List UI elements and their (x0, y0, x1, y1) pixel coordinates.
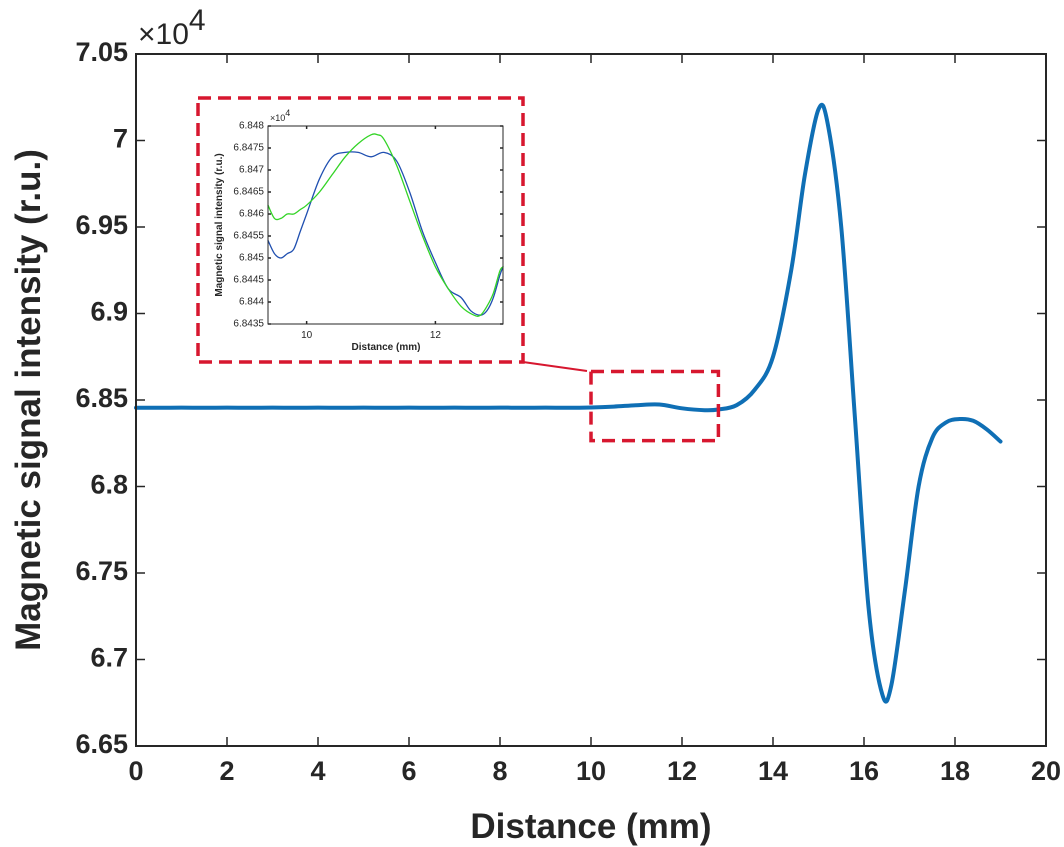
inset-dashed-border (196, 96, 525, 364)
y-tick-label: 6.9 (90, 297, 128, 327)
y-tick-label: 6.844 (239, 297, 264, 308)
x-tick-label: 16 (849, 756, 879, 786)
y-tick-label: 6.65 (75, 729, 128, 759)
x-tick-label: 10 (301, 330, 313, 341)
inset-y-exponent-power: 4 (285, 108, 290, 118)
y-exponent-power: 4 (189, 4, 206, 37)
y-tick-label: 6.847 (239, 165, 264, 176)
y-tick-label: 6.846 (239, 209, 264, 220)
y-tick-label: 6.75 (75, 556, 128, 586)
main-axis-ticks: 0 2 4 6 8 10 12 14 16 18 20 6.65 6.7 6.75 6.8 6.85 6.9 6.… (75, 37, 1061, 786)
inset-y-axis-title: Magnetic signal intensity (r.u.) (214, 153, 225, 296)
y-tick-label: 6.848 (239, 121, 264, 132)
y-tick-label: 6.8 (90, 470, 128, 500)
main-axes-frame (135, 53, 1047, 747)
y-tick-label: 6.95 (75, 210, 128, 240)
inset-panel: 10 12 6.8435 6.844 6.8445 6.845 6.8455 6.846 6.8… (196, 96, 525, 364)
y-tick-label: 7.05 (75, 37, 128, 67)
inset-x-axis-title: Distance (mm) (352, 342, 421, 353)
x-tick-label: 0 (128, 756, 143, 786)
x-tick-label: 20 (1031, 756, 1061, 786)
inset-y-exponent-base: ×10 (270, 113, 285, 123)
x-tick-label: 12 (667, 756, 697, 786)
main-series-group (134, 102, 1003, 704)
zoom-connector-line (522, 361, 588, 372)
y-tick-label: 6.8445 (233, 275, 264, 286)
x-tick-label: 6 (401, 756, 416, 786)
y-exponent-label: ×104 (138, 4, 206, 51)
x-tick-label: 2 (219, 756, 234, 786)
y-axis-title: Magnetic signal intensity (r.u.) (9, 149, 48, 651)
inset-axes-frame (267, 125, 504, 325)
inset-y-exponent-label: ×104 (270, 108, 290, 123)
main-series-line-1 (134, 102, 1003, 704)
y-tick-label: 6.8455 (233, 231, 264, 242)
y-tick-label: 6.85 (75, 383, 128, 413)
x-tick-label: 18 (940, 756, 970, 786)
x-tick-label: 12 (430, 330, 442, 341)
x-tick-label: 10 (576, 756, 606, 786)
y-tick-label: 6.8465 (233, 187, 264, 198)
inset-series-line-2 (267, 133, 504, 317)
main-plot: 0 2 4 6 8 10 12 14 16 18 20 6.65 6.7 6.75 6.8 6.85 6.9 6.… (9, 4, 1061, 846)
x-tick-label: 4 (310, 756, 325, 786)
x-tick-label: 8 (492, 756, 507, 786)
y-tick-label: 6.8475 (233, 143, 264, 154)
y-tick-label: 6.7 (90, 643, 128, 673)
inset-series-group (267, 133, 504, 317)
zoom-region-box (589, 369, 721, 443)
x-axis-title: Distance (mm) (470, 807, 711, 846)
y-tick-label: 7 (113, 124, 128, 154)
y-exponent-base: ×10 (138, 18, 189, 51)
x-tick-label: 14 (758, 756, 788, 786)
y-tick-label: 6.8435 (233, 319, 264, 330)
y-tick-label: 6.845 (239, 253, 264, 264)
